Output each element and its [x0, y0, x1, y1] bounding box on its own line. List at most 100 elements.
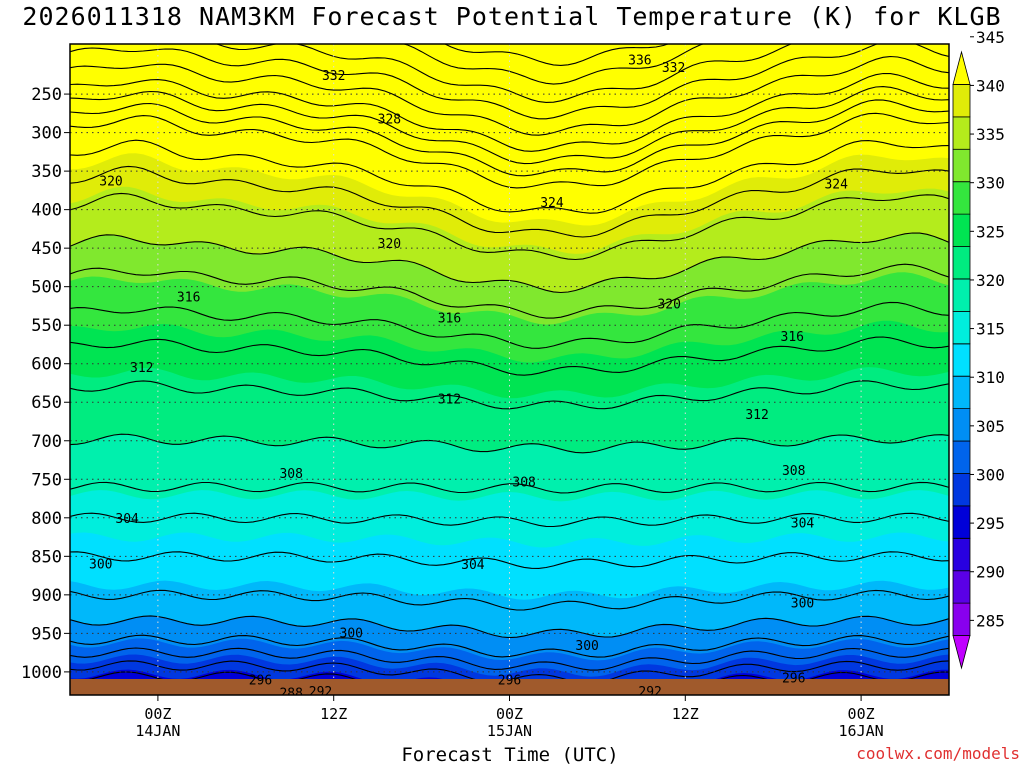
contour-310	[70, 433, 949, 454]
potential-temperature-chart: 336 332 332 328 324 324 320 320 320 316 316 316 312 3…	[21, 28, 1005, 740]
y-tick-label: 600	[31, 355, 62, 375]
colorbar-label: 340	[976, 76, 1005, 95]
y-tick-label: 350	[31, 162, 62, 182]
colorbar-segment-12	[952, 246, 971, 280]
contour-330	[70, 99, 949, 177]
contour-312	[70, 380, 949, 410]
contour-label-21: 300	[89, 557, 112, 572]
y-tick-label: 650	[31, 393, 62, 413]
chart-title: 2026011318 NAM3KM Forecast Potential Tem…	[22, 2, 1002, 31]
contour-label-13: 312	[438, 392, 461, 407]
contour-label-8: 320	[657, 298, 680, 313]
y-tick-label: 500	[31, 278, 62, 298]
x-tick-time: 00Z	[144, 705, 171, 723]
contour-label-2: 332	[662, 61, 685, 76]
x-tick-date: 16JAN	[839, 722, 884, 740]
contour-340	[215, 44, 793, 103]
colorbar-segment-0	[952, 635, 971, 670]
x-tick-date: 15JAN	[487, 722, 532, 740]
colorbar-label: 310	[976, 368, 1005, 387]
ground-fill	[70, 679, 949, 695]
colorbar-label: 315	[976, 320, 1005, 339]
contour-label-9: 316	[177, 291, 200, 306]
contour-338	[70, 44, 949, 120]
y-tick-label: 750	[31, 470, 62, 490]
colorbar-segment-17	[952, 84, 971, 118]
x-tick-time: 12Z	[320, 705, 347, 723]
contour-label-17: 308	[782, 464, 805, 479]
contour-label-28: 292	[309, 685, 332, 700]
y-tick-label: 550	[31, 316, 62, 336]
y-tick-label: 1000	[21, 663, 62, 683]
pressure-axis: 250 300 350 400 450 500 550 600 650 700 750 800 850 9…	[21, 85, 70, 683]
time-axis: 00Z14JAN202612Z00Z15JAN12Z00Z16JAN	[135, 695, 884, 740]
colorbar-label: 345	[976, 28, 1005, 47]
y-tick-label: 800	[31, 509, 62, 529]
contour-label-16: 308	[512, 476, 535, 491]
colorbar-label: 295	[976, 514, 1005, 533]
colorbar-segment-8	[952, 375, 971, 410]
colorbar-segment-14	[952, 181, 971, 215]
contour-336	[70, 55, 949, 136]
contour-label-0: 336	[628, 53, 651, 68]
contour-296	[70, 647, 949, 671]
contour-label-11: 316	[781, 330, 804, 345]
colorbar-segment-16	[952, 116, 971, 150]
y-tick-label: 850	[31, 547, 62, 567]
x-tick-date: 14JAN	[135, 722, 180, 740]
contour-302	[70, 589, 949, 611]
colorbar-label: 335	[976, 125, 1005, 144]
contour-label-4: 324	[540, 196, 564, 211]
contour-304	[70, 551, 949, 569]
contour-label-10: 316	[438, 311, 461, 326]
colorbar-label: 300	[976, 465, 1005, 484]
contour-322	[70, 192, 949, 261]
contour-label-7: 320	[378, 237, 401, 252]
contour-labels: 336 332 332 328 324 324 320 320 320 316 316 316 312 3…	[89, 53, 848, 700]
x-tick-year: 2026	[140, 739, 176, 740]
contour-label-1: 332	[322, 69, 345, 84]
contour-label-29: 292	[638, 685, 661, 700]
contour-308	[70, 481, 949, 494]
contour-342	[402, 44, 705, 85]
ground-layer	[70, 679, 949, 695]
contour-label-22: 300	[340, 627, 363, 642]
colorbar-segment-13	[952, 213, 971, 247]
contour-label-25: 296	[249, 674, 272, 689]
contour-label-3: 328	[378, 113, 401, 128]
colorbar-label: 325	[976, 222, 1005, 241]
contour-318	[70, 263, 949, 319]
y-tick-label: 250	[31, 85, 62, 105]
credit-link[interactable]: coolwx.com/models	[856, 744, 1020, 763]
contour-label-5: 324	[824, 177, 848, 192]
x-tick-time: 12Z	[672, 705, 699, 723]
contour-label-24: 300	[791, 597, 814, 612]
x-tick-time: 00Z	[496, 705, 523, 723]
dotted-grid	[70, 44, 949, 695]
contour-314	[70, 336, 949, 376]
colorbar-segment-6	[952, 440, 971, 474]
y-tick-label: 950	[31, 624, 62, 644]
y-tick-label: 900	[31, 586, 62, 606]
y-tick-label: 450	[31, 239, 62, 259]
colorbar-label: 285	[976, 611, 1005, 630]
colorbar-segment-9	[952, 343, 971, 377]
contour-label-15: 308	[279, 467, 302, 482]
colorbar: 285 290 295 300 305 310 315 320 325 330 335 340 345	[952, 28, 1005, 670]
colorbar-label: 320	[976, 271, 1005, 290]
y-tick-label: 300	[31, 124, 62, 144]
contour-label-14: 312	[745, 408, 768, 423]
colorbar-segment-4	[952, 505, 971, 539]
colorbar-segment-15	[952, 148, 971, 183]
colorbar-segment-5	[952, 473, 971, 507]
colorbar-label: 290	[976, 563, 1005, 582]
contour-344	[443, 44, 670, 66]
x-axis-label: Forecast Time (UTC)	[401, 744, 619, 766]
contour-300	[70, 615, 949, 639]
contour-label-18: 304	[115, 512, 139, 527]
colorbar-label: 330	[976, 174, 1005, 193]
colorbar-segment-10	[952, 310, 971, 345]
colorbar-segment-18	[952, 50, 971, 85]
colorbar-label: 305	[976, 417, 1005, 436]
contour-label-27: 296	[782, 671, 805, 686]
